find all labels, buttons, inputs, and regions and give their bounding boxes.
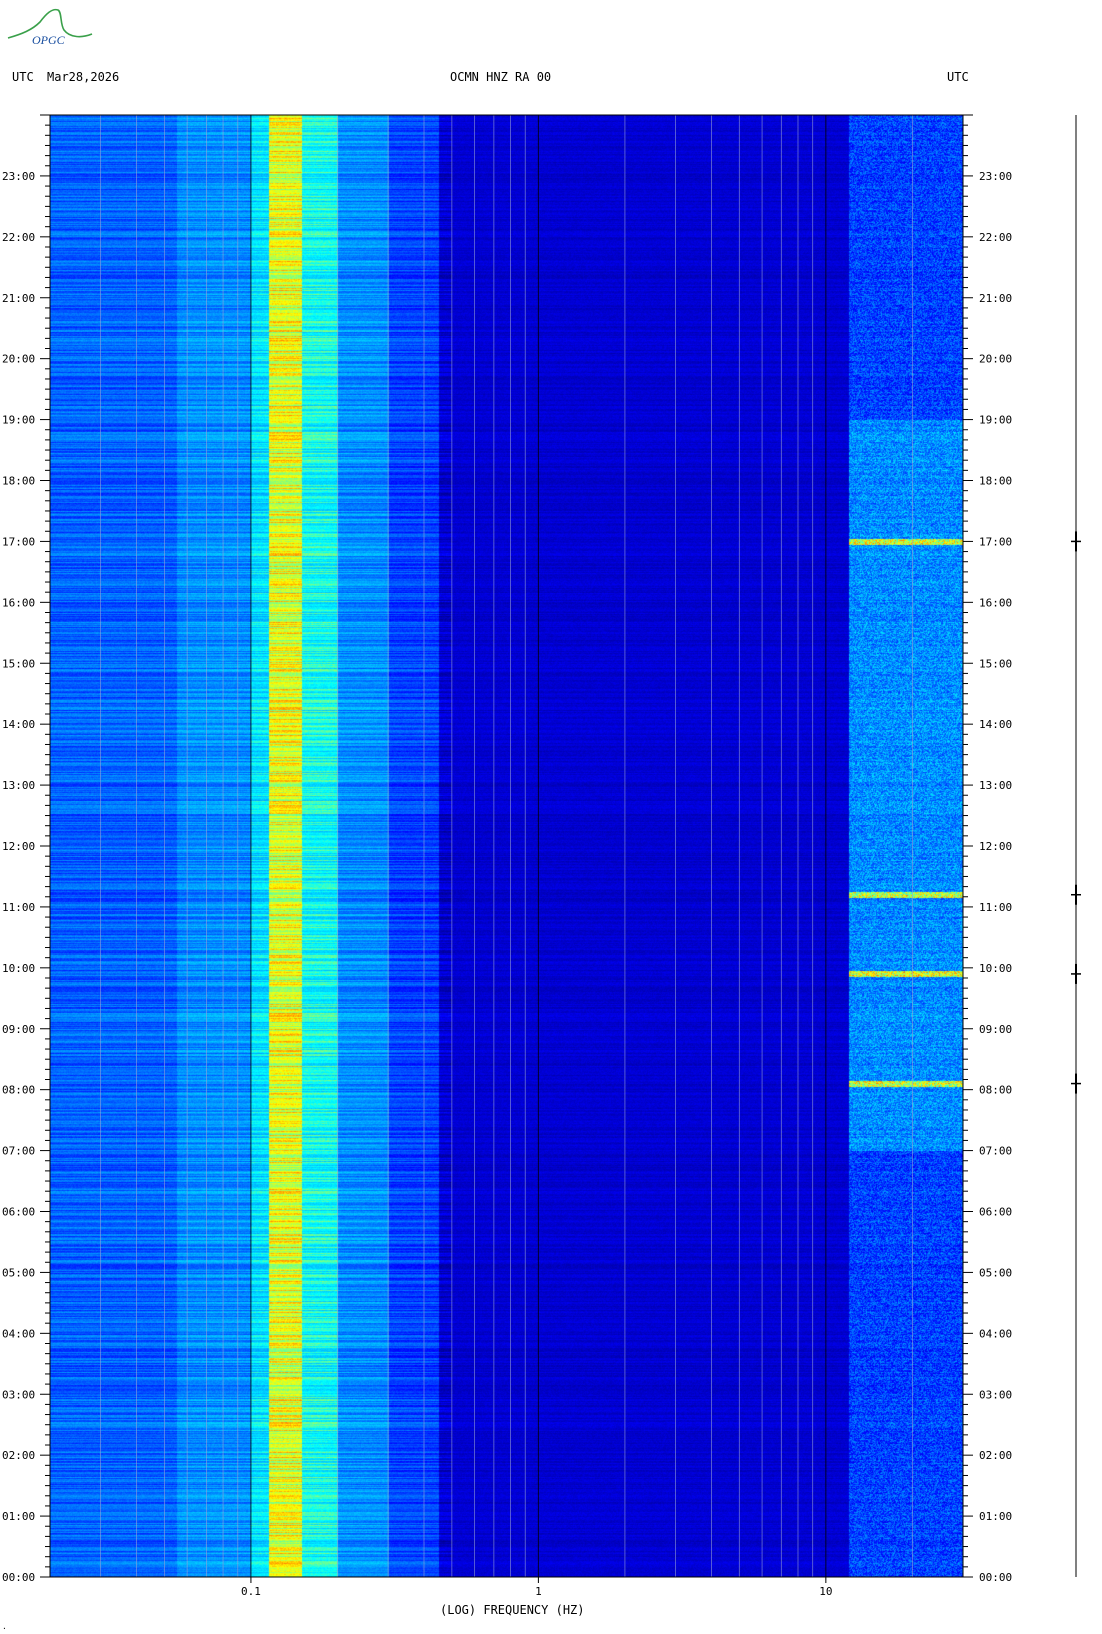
- y-tick-label-right: 08:00: [979, 1084, 1012, 1097]
- y-tick-label-left: 08:00: [2, 1084, 35, 1097]
- x-axis-label: (LOG) FREQUENCY (HZ): [440, 1603, 585, 1617]
- y-tick-label-right: 04:00: [979, 1327, 1012, 1340]
- y-tick-label-left: 06:00: [2, 1206, 35, 1219]
- y-tick-label-right: 16:00: [979, 596, 1012, 609]
- spectrogram-heatmap: [50, 115, 963, 1577]
- y-tick-label-right: 14:00: [979, 718, 1012, 731]
- y-tick-label-right: 10:00: [979, 962, 1012, 975]
- y-tick-label-left: 20:00: [2, 353, 35, 366]
- y-tick-label-left: 23:00: [2, 170, 35, 183]
- y-tick-label-left: 05:00: [2, 1266, 35, 1279]
- y-tick-label-right: 23:00: [979, 170, 1012, 183]
- y-tick-label-left: 16:00: [2, 596, 35, 609]
- opgc-logo: OPGC: [7, 8, 93, 46]
- y-tick-label-right: 12:00: [979, 840, 1012, 853]
- y-tick-label-right: 22:00: [979, 231, 1012, 244]
- y-tick-label-right: 19:00: [979, 414, 1012, 427]
- y-tick-label-left: 22:00: [2, 231, 35, 244]
- y-tick-label-left: 14:00: [2, 718, 35, 731]
- y-tick-label-left: 19:00: [2, 414, 35, 427]
- y-tick-label-left: 01:00: [2, 1510, 35, 1523]
- x-tick-label: 1: [535, 1585, 542, 1598]
- y-tick-label-left: 12:00: [2, 840, 35, 853]
- y-tick-label-right: 00:00: [979, 1571, 1012, 1584]
- y-tick-label-left: 17:00: [2, 535, 35, 548]
- y-tick-label-right: 17:00: [979, 535, 1012, 548]
- y-tick-label-left: 15:00: [2, 657, 35, 670]
- y-tick-label-left: 04:00: [2, 1327, 35, 1340]
- header-date: Mar28,2026: [47, 70, 120, 84]
- header-station: OCMN HNZ RA 00: [450, 70, 552, 84]
- y-tick-label-right: 01:00: [979, 1510, 1012, 1523]
- header-left-utc: UTC: [12, 70, 34, 84]
- footer-mark: .: [2, 1622, 7, 1631]
- y-tick-label-left: 00:00: [2, 1571, 35, 1584]
- y-tick-label-right: 02:00: [979, 1449, 1012, 1462]
- y-tick-label-right: 18:00: [979, 475, 1012, 488]
- logo-text: OPGC: [32, 33, 66, 46]
- y-tick-label-right: 03:00: [979, 1388, 1012, 1401]
- y-tick-label-left: 10:00: [2, 962, 35, 975]
- y-tick-label-left: 18:00: [2, 475, 35, 488]
- y-tick-label-right: 13:00: [979, 779, 1012, 792]
- x-tick-label: 0.1: [241, 1585, 261, 1598]
- y-tick-label-left: 09:00: [2, 1023, 35, 1036]
- y-tick-label-right: 20:00: [979, 353, 1012, 366]
- y-tick-label-left: 11:00: [2, 901, 35, 914]
- y-tick-label-right: 05:00: [979, 1266, 1012, 1279]
- y-tick-label-right: 07:00: [979, 1145, 1012, 1158]
- y-tick-label-right: 21:00: [979, 292, 1012, 305]
- y-tick-label-right: 06:00: [979, 1206, 1012, 1219]
- y-tick-label-right: 11:00: [979, 901, 1012, 914]
- y-tick-label-left: 03:00: [2, 1388, 35, 1401]
- y-tick-label-right: 09:00: [979, 1023, 1012, 1036]
- y-tick-label-left: 13:00: [2, 779, 35, 792]
- y-tick-label-left: 07:00: [2, 1145, 35, 1158]
- y-tick-label-right: 15:00: [979, 657, 1012, 670]
- y-tick-label-left: 21:00: [2, 292, 35, 305]
- y-tick-label-left: 02:00: [2, 1449, 35, 1462]
- x-tick-label: 10: [819, 1585, 832, 1598]
- header-right-utc: UTC: [947, 70, 969, 84]
